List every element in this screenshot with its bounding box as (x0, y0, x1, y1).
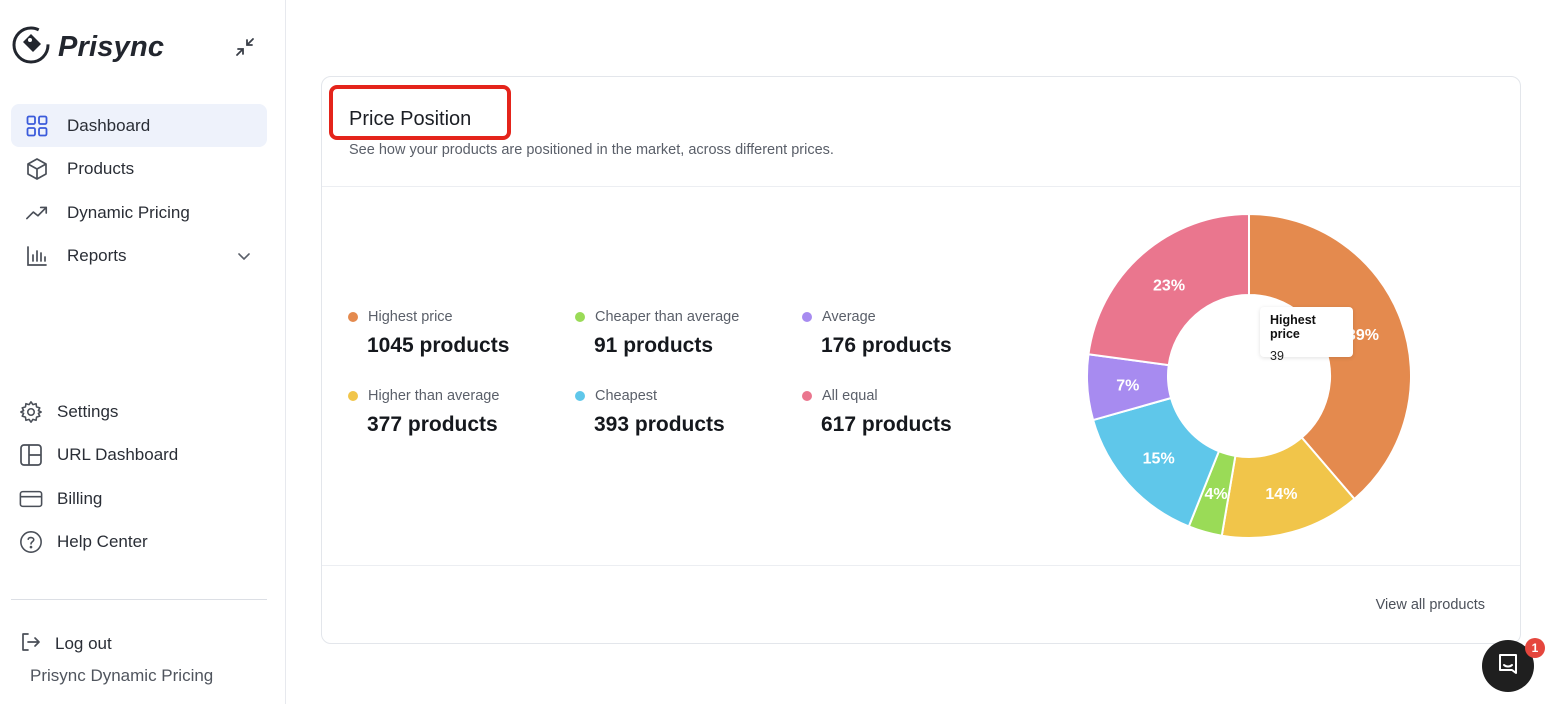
bar-chart-icon (25, 244, 49, 268)
sidebar-item-dynamic-pricing[interactable]: Dynamic Pricing (11, 191, 267, 234)
chat-icon (1495, 651, 1521, 682)
grid-icon (25, 114, 49, 138)
title-highlight-box (329, 85, 511, 140)
chart-legend: Highest price 1045 products Cheaper than a… (348, 307, 988, 437)
tooltip-title: Highest price (1270, 313, 1316, 341)
legend-item: All equal 617 products (802, 386, 1029, 437)
collapse-icon (233, 35, 257, 64)
chat-notification-badge: 1 (1525, 638, 1545, 658)
sidebar-item-url-dashboard[interactable]: URL Dashboard (11, 434, 267, 477)
sidebar-divider (11, 599, 267, 600)
pie-slice-label: 14% (1265, 486, 1297, 503)
chevron-down-icon[interactable] (237, 249, 251, 263)
help-circle-icon (19, 530, 43, 554)
pie-slice-label: 7% (1116, 378, 1139, 395)
main-nav: Dashboard Products Dynamic Pricing (11, 104, 267, 278)
legend-name: All equal (822, 388, 878, 404)
legend-count: 1045 products (367, 334, 510, 357)
legend-count: 176 products (821, 334, 952, 357)
price-tag-logo-icon (10, 24, 52, 71)
card-subtitle: See how your products are positioned in … (349, 142, 834, 158)
legend-item: Higher than average 377 products (348, 386, 575, 437)
sidebar-item-label: Dashboard (67, 115, 151, 135)
legend-name: Highest price (368, 309, 453, 325)
secondary-nav: Settings URL Dashboard Billing (11, 390, 267, 564)
legend-name: Cheaper than average (595, 309, 740, 325)
pie-slice-label: 39% (1347, 327, 1379, 344)
credit-card-icon (19, 487, 43, 511)
gear-icon (19, 400, 43, 424)
card-header: Price Position See how your products are… (322, 77, 1520, 187)
legend-item: Highest price 1045 products (348, 307, 575, 358)
card-title: Price Position (349, 108, 472, 130)
logout-label: Log out (55, 634, 112, 653)
legend-count: 377 products (367, 413, 498, 436)
brand-logo[interactable]: Prisync (10, 24, 164, 71)
card-footer-divider (322, 565, 1520, 566)
pie-slice[interactable] (1087, 212, 1250, 367)
pie-slice-label: 4% (1204, 486, 1227, 503)
logout-icon (19, 631, 41, 658)
chart-tooltip: Highest price 39 (1260, 307, 1353, 363)
legend-name: Average (822, 309, 876, 325)
legend-item: Cheapest 393 products (575, 386, 802, 437)
legend-dot (575, 312, 585, 322)
sidebar-item-products[interactable]: Products (11, 148, 267, 191)
sidebar-item-label: Settings (57, 401, 119, 421)
legend-count: 91 products (594, 334, 714, 357)
sidebar-item-settings[interactable]: Settings (11, 390, 267, 433)
layout-icon (19, 443, 43, 467)
legend-dot (802, 391, 812, 401)
donut-chart[interactable]: 39% 14% 4% 15% 7% 23% (1086, 212, 1412, 539)
legend-dot (348, 312, 358, 322)
sidebar-item-label: Reports (67, 246, 127, 265)
price-position-card: Price Position See how your products are… (321, 76, 1521, 644)
app-subtitle: Prisync Dynamic Pricing (30, 666, 214, 685)
legend-dot (802, 312, 812, 322)
legend-count: 617 products (821, 413, 952, 436)
sidebar: Prisync Dashboard Pro (0, 0, 286, 704)
view-all-products-link[interactable]: View all products (1375, 597, 1485, 613)
sidebar-item-dashboard[interactable]: Dashboard (11, 104, 267, 147)
logout-button[interactable]: Log out (11, 624, 112, 664)
sidebar-item-label: Billing (57, 488, 103, 508)
pie-slice-label: 15% (1143, 450, 1175, 467)
donut-chart-svg[interactable]: 39% 14% 4% 15% 7% 23% (1086, 212, 1412, 539)
brand-name: Prisync (58, 31, 165, 63)
sidebar-item-label: Dynamic Pricing (67, 202, 190, 222)
sidebar-item-label: URL Dashboard (57, 445, 179, 464)
legend-name: Higher than average (368, 388, 500, 404)
tooltip-value: 39 (1270, 349, 1284, 363)
sidebar-item-label: Help Center (57, 532, 148, 551)
legend-dot (348, 391, 358, 401)
trend-icon (25, 201, 49, 225)
sidebar-item-help-center[interactable]: Help Center (11, 521, 267, 564)
legend-item: Cheaper than average 91 products (575, 307, 802, 358)
collapse-sidebar-button[interactable] (232, 36, 258, 62)
legend-dot (575, 391, 585, 401)
legend-count: 393 products (594, 413, 725, 436)
legend-item: Average 176 products (802, 307, 1029, 358)
pie-slice-label: 23% (1153, 278, 1185, 295)
sidebar-item-billing[interactable]: Billing (11, 477, 267, 520)
sidebar-item-label: Products (67, 159, 135, 178)
legend-name: Cheapest (595, 388, 658, 404)
sidebar-item-reports[interactable]: Reports (11, 235, 267, 278)
box-icon (25, 157, 49, 181)
